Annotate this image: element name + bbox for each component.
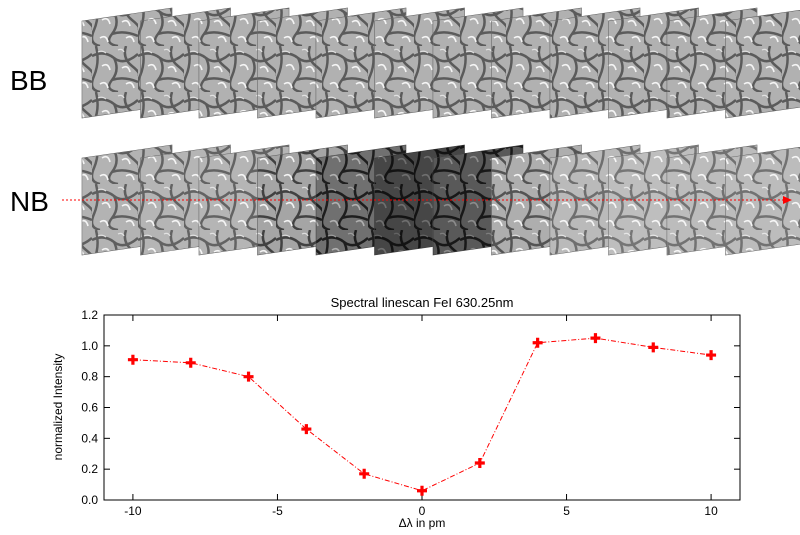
bb-row-label: BB bbox=[10, 65, 47, 96]
scan-arrow bbox=[62, 196, 792, 204]
data-point-marker bbox=[127, 354, 138, 365]
spectral-linescan-plot: Spectral linescan FeI 630.25nm 0.0 0.2 0.4… bbox=[51, 295, 741, 530]
data-point-marker bbox=[243, 371, 254, 382]
x-tick-label: 10 bbox=[704, 504, 718, 518]
scan-arrowhead bbox=[783, 196, 792, 204]
y-tick-label: 1.0 bbox=[81, 339, 98, 353]
plot-frame bbox=[103, 314, 741, 501]
x-axis-title: Δλ in pm bbox=[399, 516, 446, 530]
data-point-marker bbox=[359, 468, 370, 479]
y-tick-label: 0.6 bbox=[81, 401, 98, 415]
data-point-marker bbox=[590, 333, 601, 344]
y-tick-label: 0.0 bbox=[81, 493, 98, 507]
intensity-series-points bbox=[127, 333, 717, 496]
nb-frame-shade bbox=[725, 147, 800, 255]
nb-row-label: NB bbox=[10, 186, 49, 217]
y-axis-title: normalized Intensity bbox=[51, 354, 65, 461]
y-tick-label: 0.4 bbox=[81, 431, 98, 445]
x-tick-label: -5 bbox=[272, 504, 283, 518]
intensity-series-line bbox=[132, 337, 712, 492]
nb-frame bbox=[725, 146, 800, 256]
bb-frame bbox=[725, 9, 800, 119]
nb-frame-image bbox=[725, 146, 800, 256]
x-axis-ticks: -10 -5 0 5 10 bbox=[124, 315, 718, 518]
bb-frame-image bbox=[725, 9, 800, 119]
y-tick-label: 1.2 bbox=[81, 308, 98, 322]
plot-title: Spectral linescan FeI 630.25nm bbox=[331, 295, 514, 310]
y-axis-ticks: 0.0 0.2 0.4 0.6 0.8 1.0 1.2 bbox=[81, 308, 740, 507]
bb-frame-stack bbox=[81, 7, 800, 119]
nb-frame-stack bbox=[81, 144, 800, 256]
data-point-marker bbox=[474, 458, 485, 468]
data-point-marker bbox=[706, 350, 717, 361]
x-tick-label: 5 bbox=[563, 504, 570, 518]
data-point-marker bbox=[648, 342, 659, 353]
x-tick-label: 0 bbox=[419, 504, 426, 518]
data-point-marker bbox=[301, 424, 312, 435]
data-point-marker bbox=[417, 485, 427, 496]
bb-frame-shade bbox=[725, 10, 800, 118]
data-point-marker bbox=[185, 357, 196, 368]
y-tick-label: 0.8 bbox=[81, 370, 98, 384]
data-point-marker bbox=[532, 337, 543, 348]
y-tick-label: 0.2 bbox=[81, 462, 98, 476]
x-tick-label: -10 bbox=[124, 504, 142, 518]
